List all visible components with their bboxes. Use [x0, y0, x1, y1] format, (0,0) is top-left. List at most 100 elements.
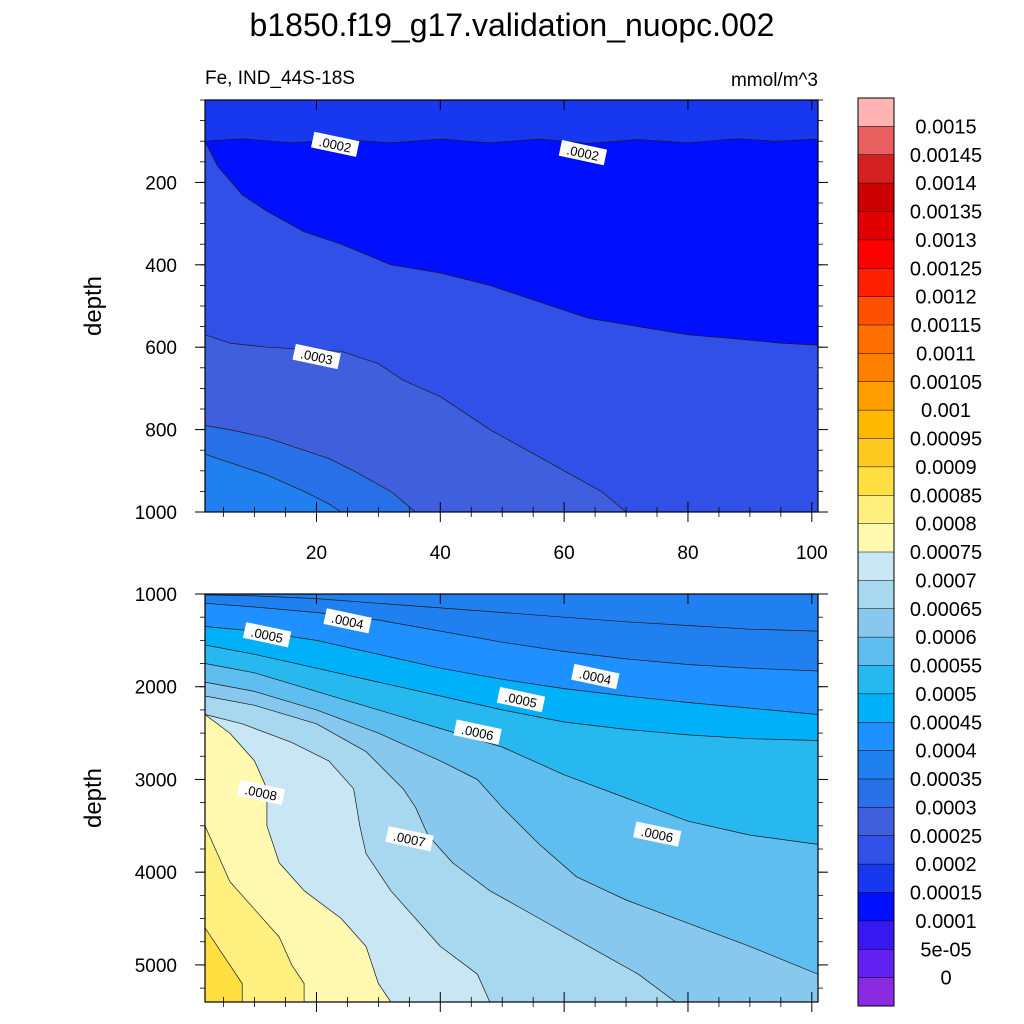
svg-text:.0002: .0002: [565, 142, 600, 163]
colorbar-label: 0.00015: [910, 883, 982, 905]
colorbar-label: 0.0013: [915, 230, 976, 252]
colorbar-label: 0.00065: [910, 599, 982, 621]
y-tick-label: 4000: [135, 863, 177, 884]
colorbar-swatch: [858, 353, 894, 383]
colorbar-label: 0.0003: [915, 797, 976, 819]
colorbar-swatch: [858, 637, 894, 666]
colorbar-label: 0.00105: [910, 372, 982, 394]
colorbar-label: 0.00095: [910, 429, 982, 451]
contour-region-0.00085: [205, 927, 243, 1002]
colorbar-swatch: [858, 438, 894, 468]
colorbar-label: 0.0014: [915, 173, 976, 195]
svg-text:.0004: .0004: [330, 611, 365, 632]
contour-label: .0006: [633, 821, 682, 847]
y-tick-label: 800: [145, 421, 177, 442]
colorbar-label: 0.0004: [915, 741, 976, 763]
x-tick-label: 40: [430, 543, 451, 564]
colorbar-swatch: [858, 268, 894, 298]
contour-label: .0002: [558, 140, 608, 166]
colorbar-label: 0.0002: [915, 854, 976, 876]
colorbar-label: 0.0006: [915, 627, 976, 649]
svg-text:.0005: .0005: [250, 624, 285, 645]
x-tick-label: 100: [796, 543, 828, 564]
colorbar-label: 0.0015: [915, 116, 976, 138]
colorbar-swatch: [858, 466, 894, 496]
chart-title: b1850.f19_g17.validation_nuopc.002: [250, 7, 775, 43]
svg-text:.0003: .0003: [299, 346, 334, 367]
colorbar-swatch: [858, 154, 894, 184]
colorbar-label: 0.0009: [915, 457, 976, 479]
colorbar-swatch: [858, 892, 894, 922]
colorbar-swatch: [858, 665, 894, 695]
colorbar-label: 0.00075: [910, 542, 982, 564]
contour-region-0.00015: [205, 100, 818, 144]
panel-frame: [204, 593, 819, 1003]
colorbar-label: 0.0008: [915, 514, 976, 536]
colorbar-swatch: [858, 693, 894, 723]
colorbar-swatch: [858, 722, 894, 752]
colorbar-label: 0.0007: [915, 570, 976, 592]
colorbar-swatch: [858, 608, 894, 638]
colorbar-label: 0.00025: [910, 826, 982, 848]
contour-label: .0007: [385, 826, 434, 852]
colorbar-label: 0.0001: [915, 911, 976, 933]
colorbar: 0.0015 0.00145 0.0014 0.00135 0.0013 0.00125 0…: [857, 97, 982, 1007]
variable-label: Fe, IND_44S-18S: [205, 68, 355, 89]
colorbar-swatch: [858, 523, 894, 553]
colorbar-swatch: [858, 864, 894, 893]
x-tick-label: 80: [677, 543, 698, 564]
colorbar-swatch: [858, 779, 894, 808]
colorbar-swatch: [858, 381, 894, 411]
lower-panel: 1000 2000 3000 4000 5000 .0004 .0005 .0004 .0005…: [135, 585, 828, 1012]
colorbar-swatch: [858, 552, 894, 581]
contour-label: .0006: [453, 719, 502, 745]
colorbar-label: 5e-05: [920, 939, 971, 961]
colorbar-label: 0.00115: [911, 315, 982, 337]
colorbar-label: 0.00035: [910, 769, 982, 791]
colorbar-label: 0.0011: [916, 343, 976, 365]
contour-label: .0003: [292, 343, 341, 370]
colorbar-swatch: [858, 410, 894, 439]
colorbar-swatch: [858, 920, 894, 950]
svg-text:.0006: .0006: [640, 824, 675, 845]
colorbar-label: 0.001: [921, 400, 971, 422]
svg-text:.0007: .0007: [392, 828, 427, 849]
y-tick-label: 600: [145, 338, 177, 359]
svg-text:.0006: .0006: [460, 722, 495, 743]
svg-text:.0004: .0004: [578, 666, 613, 687]
svg-text:.0005: .0005: [503, 689, 538, 710]
colorbar-swatch: [858, 183, 894, 212]
colorbar-label: 0.00135: [910, 202, 982, 224]
y-tick-label: 1000: [135, 503, 177, 524]
y-tick-label: 5000: [135, 956, 177, 977]
upper-panel: 20 40 60 80 100 200 400 600 800 1000 .0002 .0002 .00…: [135, 99, 828, 564]
colorbar-swatch: [858, 98, 894, 127]
colorbar-label: 0.00045: [910, 712, 982, 734]
units-label: mmol/m^3: [731, 70, 818, 91]
x-tick-label: 20: [306, 543, 327, 564]
contour-label: .0004: [571, 663, 620, 690]
colorbar-swatch: [858, 835, 894, 865]
y-tick-label: 2000: [135, 678, 177, 699]
contour-label: .0008: [236, 779, 286, 806]
colorbar-label: 0: [940, 968, 951, 990]
colorbar-swatch: [858, 949, 894, 979]
colorbar-label: 0.0005: [915, 684, 976, 706]
colorbar-label: 0.00085: [910, 485, 982, 507]
colorbar-swatch: [858, 495, 894, 525]
contour-region-0.00035: [205, 594, 818, 632]
y-tick-label: 200: [145, 173, 177, 194]
colorbar-swatch: [858, 580, 894, 610]
colorbar-swatch: [858, 977, 894, 1007]
y-tick-label: 1000: [135, 585, 177, 606]
colorbar-swatch: [858, 750, 894, 780]
colorbar-swatch: [858, 126, 894, 156]
svg-text:.0008: .0008: [243, 782, 278, 803]
contour-label: .0002: [311, 131, 360, 157]
colorbar-label: 0.0012: [915, 287, 976, 309]
colorbar-label: 0.00145: [910, 145, 982, 167]
contour-label: .0005: [242, 622, 292, 648]
colorbar-swatch: [858, 325, 894, 354]
colorbar-swatch: [858, 807, 894, 837]
